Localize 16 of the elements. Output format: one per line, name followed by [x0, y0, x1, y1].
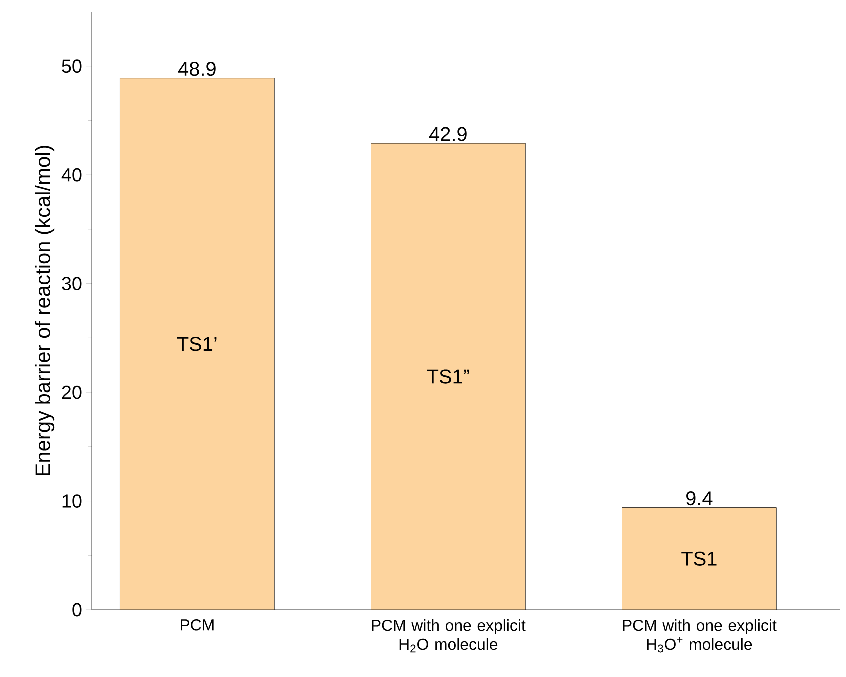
x-tick-label: PCM with one explicit H$_{2}$O molecule: [372, 620, 526, 653]
y-tick-label: 10: [62, 494, 82, 508]
y-tick-label: 20: [62, 386, 82, 400]
x-tick-label: PCM: [181, 620, 214, 631]
annotation: TS1: [682, 552, 717, 566]
data-label: 9.4: [686, 491, 713, 506]
data-label: 42.9: [429, 127, 467, 142]
y-tick-label: 30: [62, 277, 82, 291]
annotation: TS1’: [177, 337, 217, 352]
y-tick-label: 50: [62, 60, 82, 74]
annotation: TS1”: [427, 370, 470, 384]
y-tick-label: 0: [72, 603, 82, 617]
x-tick-label: PCM with one explicit H$_{3}$O$^{+}$ molecule: [623, 620, 777, 653]
y-axis-title: Energy barrier of reaction (kcal/mol): [35, 146, 55, 476]
data-label: 48.9: [178, 62, 216, 76]
y-tick-label: 40: [62, 168, 82, 182]
